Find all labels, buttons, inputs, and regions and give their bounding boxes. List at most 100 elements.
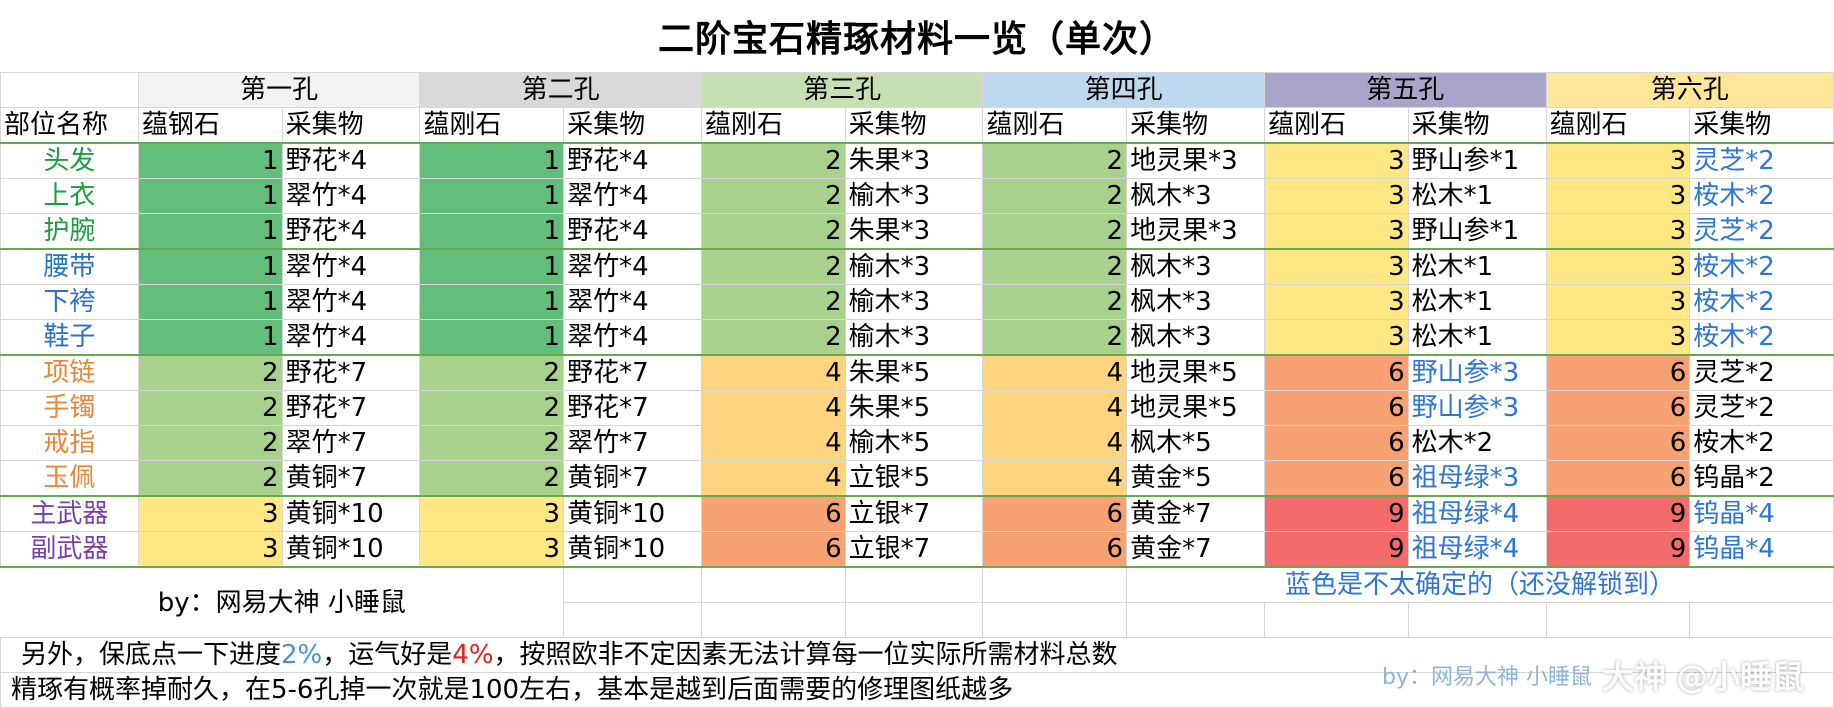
material-header: 采集物	[1689, 107, 1834, 144]
material-cell: 野花*4	[281, 213, 421, 250]
stone-count: 3	[1263, 213, 1409, 250]
stone-count: 4	[700, 460, 846, 497]
material-cell: 黄铜*10	[563, 495, 702, 532]
progress-note-line1-b: ，运气好是	[322, 640, 453, 670]
material-cell: 地灵果*5	[1126, 354, 1265, 391]
stone-count: 2	[700, 178, 846, 214]
material-cell: 灵芝*2	[1689, 354, 1834, 391]
material-header: 采集物	[1407, 107, 1547, 144]
material-cell: 桉木*2	[1689, 248, 1834, 285]
material-cell: 黄铜*7	[563, 460, 702, 497]
table-row: 主武器 3 黄铜*10 3 黄铜*10 6 立银*7 6 黄金*7 9 祖母绿*4 9 钨晶*4	[0, 495, 1834, 532]
stone-count: 4	[700, 425, 846, 461]
material-cell: 翠竹*4	[281, 284, 421, 320]
material-cell: 枫木*3	[1126, 248, 1265, 285]
stone-header: 蕴刚石	[1545, 107, 1691, 144]
stone-count: 9	[1545, 495, 1691, 532]
material-cell: 野山参*1	[1407, 142, 1547, 179]
material-cell: 朱果*3	[844, 142, 984, 179]
material-cell: 野花*7	[563, 354, 702, 391]
stone-count: 6	[700, 531, 846, 568]
empty-cell	[1263, 602, 1409, 638]
empty-cell	[1126, 602, 1265, 638]
material-cell: 枫木*3	[1126, 284, 1265, 320]
empty-cell	[563, 602, 702, 638]
material-cell: 榆木*3	[844, 248, 984, 285]
stone-count: 9	[1545, 531, 1691, 568]
material-cell: 朱果*5	[844, 354, 984, 391]
stone-count: 3	[1263, 142, 1409, 179]
stone-count: 1	[137, 213, 283, 250]
material-cell: 野山参*1	[1407, 213, 1547, 250]
stone-count: 3	[137, 531, 283, 568]
material-header: 采集物	[1126, 107, 1265, 144]
material-cell: 黄铜*7	[281, 460, 421, 497]
material-cell: 野花*4	[563, 142, 702, 179]
material-header: 采集物	[844, 107, 984, 144]
material-cell: 翠竹*4	[563, 319, 702, 356]
material-cell: 榆木*5	[844, 425, 984, 461]
stone-count: 3	[1545, 284, 1691, 320]
stone-count: 3	[1263, 319, 1409, 356]
progress-note: 另外，保底点一下进度2%，运气好是4%，按照欧非不定因素无法计算每一位实际所需材…	[0, 637, 1834, 673]
table-row: 护腕 1 野花*4 1 野花*4 2 朱果*3 2 地灵果*3 3 野山参*1 3 灵芝*2	[0, 213, 1834, 250]
material-header: 采集物	[281, 107, 421, 144]
material-cell: 松木*1	[1407, 284, 1547, 320]
stone-count: 9	[1263, 495, 1409, 532]
stone-count: 6	[982, 495, 1128, 532]
footer-row-3: 另外，保底点一下进度2%，运气好是4%，按照欧非不定因素无法计算每一位实际所需材…	[0, 637, 1834, 673]
progress-note-line1-pct1: 2%	[281, 640, 323, 670]
material-cell: 翠竹*4	[281, 178, 421, 214]
stone-count: 4	[700, 390, 846, 426]
material-cell: 松木*1	[1407, 319, 1547, 356]
material-cell: 野花*7	[563, 390, 702, 426]
table-row: 戒指 2 翠竹*7 2 翠竹*7 4 榆木*5 4 枫木*5 6 松木*2 6 桉木*2	[0, 425, 1834, 461]
material-cell: 桉木*2	[1689, 319, 1834, 356]
empty-cell	[844, 602, 984, 638]
material-cell: 朱果*3	[844, 213, 984, 250]
material-cell: 榆木*3	[844, 284, 984, 320]
hole-header-6: 第六孔	[1545, 72, 1834, 108]
empty-cell	[844, 566, 984, 603]
table-row: 下袴 1 翠竹*4 1 翠竹*4 2 榆木*3 2 枫木*3 3 松木*1 3 桉木*2	[0, 284, 1834, 320]
stone-count: 1	[137, 319, 283, 356]
stone-count: 2	[137, 390, 283, 426]
stone-header: 蕴刚石	[982, 107, 1128, 144]
stone-count: 9	[1263, 531, 1409, 568]
material-cell: 黄铜*10	[563, 531, 702, 568]
material-cell: 翠竹*4	[563, 248, 702, 285]
material-cell: 松木*1	[1407, 248, 1547, 285]
material-cell: 地灵果*3	[1126, 213, 1265, 250]
progress-note-line1-pct2: 4%	[452, 640, 494, 670]
material-cell: 钨晶*4	[1689, 495, 1834, 532]
stone-count: 2	[982, 284, 1128, 320]
material-cell: 野花*4	[563, 213, 702, 250]
table-row: 头发 1 野花*4 1 野花*4 2 朱果*3 2 地灵果*3 3 野山参*1 3 灵芝*2	[0, 142, 1834, 179]
stone-count: 2	[982, 142, 1128, 179]
table-row: 腰带 1 翠竹*4 1 翠竹*4 2 榆木*3 2 枫木*3 3 松木*1 3 桉木*2	[0, 248, 1834, 285]
empty-cell	[1407, 602, 1547, 638]
stone-count: 3	[1545, 319, 1691, 356]
material-cell: 立银*7	[844, 531, 984, 568]
stone-count: 6	[982, 531, 1128, 568]
material-cell: 朱果*5	[844, 390, 984, 426]
hole-header-2: 第二孔	[419, 72, 702, 108]
hole-header-row: 第一孔 第二孔 第三孔 第四孔 第五孔 第六孔	[0, 72, 1834, 108]
stone-count: 3	[1545, 213, 1691, 250]
stone-header: 蕴刚石	[419, 107, 565, 144]
stone-count: 3	[1263, 178, 1409, 214]
stone-count: 3	[1545, 178, 1691, 214]
stone-count: 4	[982, 425, 1128, 461]
material-cell: 野花*7	[281, 390, 421, 426]
part-name: 主武器	[0, 495, 139, 532]
part-name: 头发	[0, 142, 139, 179]
part-name: 玉佩	[0, 460, 139, 497]
stone-count: 3	[1263, 284, 1409, 320]
empty-cell	[563, 566, 702, 603]
material-cell: 榆木*3	[844, 319, 984, 356]
hole-header-5: 第五孔	[1263, 72, 1547, 108]
part-name: 手镯	[0, 390, 139, 426]
material-cell: 黄金*7	[1126, 495, 1265, 532]
stone-count: 2	[700, 319, 846, 356]
material-cell: 黄金*5	[1126, 460, 1265, 497]
